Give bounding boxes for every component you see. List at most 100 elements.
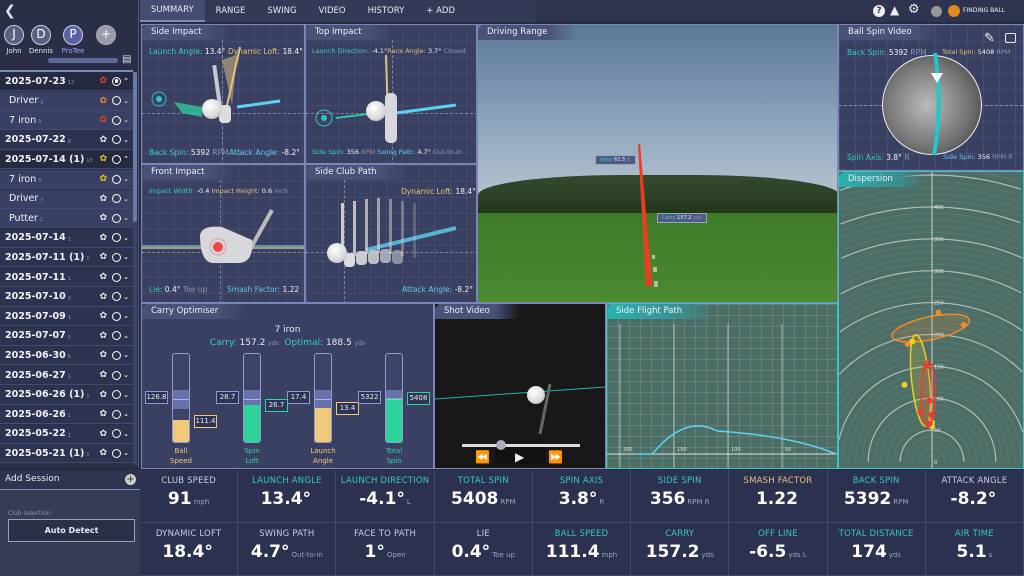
user-avatar-protee[interactable]: P	[63, 25, 83, 45]
select-radio[interactable]	[112, 350, 121, 360]
shot-point[interactable]	[909, 338, 916, 345]
session-date-item[interactable]: 2025-07-22 8 ✿ ⌄	[0, 130, 133, 150]
tab-swing[interactable]: SWING	[267, 6, 297, 16]
add-user-plus-icon[interactable]: +	[96, 25, 116, 45]
select-radio[interactable]	[112, 96, 121, 106]
session-date-item[interactable]: 2025-07-14 1 ✿ ⌄	[0, 228, 133, 248]
session-date-item[interactable]: 2025-06-26 (1) 1 ✿ ⌄	[0, 385, 133, 405]
select-radio[interactable]	[112, 194, 121, 204]
chevron-down-icon[interactable]: ⌄	[123, 429, 129, 438]
select-radio[interactable]	[112, 331, 121, 341]
session-date-item[interactable]: 2025-07-10 3 ✿ ⌄	[0, 287, 133, 307]
edit-pencil-icon[interactable]: ✎	[984, 31, 995, 46]
select-radio[interactable]	[112, 390, 121, 400]
chevron-down-icon[interactable]: ⌄	[123, 410, 129, 419]
tab-range[interactable]: RANGE	[215, 6, 246, 16]
select-radio[interactable]	[112, 76, 121, 86]
session-club-item[interactable]: 7 iron 9 ✿ ⌄	[0, 111, 133, 131]
session-club-item[interactable]: Driver 3 ✿ ⌄	[0, 91, 133, 111]
shot-video-panel: Shot Video ⏪ ▶ ⏩	[434, 303, 606, 469]
add-session-plus-icon[interactable]: +	[125, 474, 136, 485]
session-club-item[interactable]: 7 iron 5 ✿ ⌄	[0, 170, 133, 189]
shot-point[interactable]	[926, 397, 933, 404]
tab-summary[interactable]: SUMMARY	[140, 0, 205, 22]
shot-point[interactable]	[901, 381, 908, 388]
session-date-item[interactable]: 2025-07-23 12 ✿ ⌃	[0, 72, 133, 91]
chevron-down-icon[interactable]: ⌄	[123, 253, 129, 262]
select-radio[interactable]	[112, 409, 121, 419]
select-radio[interactable]	[112, 448, 121, 458]
session-club-item[interactable]: Driver 7 ✿ ⌄	[0, 189, 133, 209]
select-radio[interactable]	[112, 292, 121, 302]
shot-point[interactable]	[926, 420, 933, 427]
help-question-icon[interactable]: ?	[873, 5, 885, 17]
back-chevron-left-icon[interactable]: ❮	[4, 3, 16, 19]
video-scrubber-handle[interactable]	[495, 440, 506, 450]
fast-forward-icon[interactable]: ⏩	[548, 450, 563, 464]
session-date-item[interactable]: 2025-06-27 1 ✿ ⌄	[0, 366, 133, 385]
chevron-down-icon[interactable]: ⌄	[123, 116, 129, 125]
select-radio[interactable]	[112, 252, 121, 262]
chevron-down-icon[interactable]: ⌄	[123, 390, 129, 399]
select-radio[interactable]	[112, 115, 121, 125]
chevron-down-icon[interactable]: ⌄	[123, 331, 129, 340]
warning-icon[interactable]: ▲	[890, 3, 900, 17]
select-radio[interactable]	[112, 272, 121, 282]
session-date-item[interactable]: 2025-05-22 1 ✿ ⌄	[0, 424, 133, 444]
select-radio[interactable]	[112, 135, 121, 145]
chevron-down-icon[interactable]: ⌄	[123, 351, 129, 360]
user-scrollbar[interactable]	[48, 58, 118, 63]
chevron-up-icon[interactable]: ⌃	[123, 77, 129, 85]
chevron-down-icon[interactable]: ⌄	[123, 371, 129, 379]
session-date-item[interactable]: 2025-05-21 (1) 1 ✿ ⌄	[0, 444, 133, 464]
select-radio[interactable]	[112, 213, 121, 223]
tab-history[interactable]: HISTORY	[367, 6, 405, 16]
session-date-item[interactable]: 2025-06-30 6 ✿ ⌄	[0, 346, 133, 366]
session-list-scrollbar[interactable]	[133, 72, 137, 465]
chevron-up-icon[interactable]: ⌃	[123, 155, 129, 164]
club-selection-dropdown[interactable]: Auto Detect	[8, 519, 135, 542]
back-spin-label: Back Spin:	[847, 48, 887, 57]
chevron-down-icon[interactable]: ⌄	[123, 273, 129, 281]
shot-point[interactable]	[923, 362, 930, 369]
tab-add[interactable]: + ADD	[426, 6, 456, 16]
session-date-item[interactable]: 2025-07-07 5 ✿ ⌄	[0, 326, 133, 346]
select-radio[interactable]	[112, 233, 121, 243]
optimiser-bar-fill	[315, 407, 331, 442]
chevron-down-icon[interactable]: ⌄	[123, 214, 129, 223]
select-radio[interactable]	[112, 154, 121, 164]
select-radio[interactable]	[112, 429, 121, 439]
tab-video[interactable]: VIDEO	[318, 6, 346, 16]
session-date-item[interactable]: 2025-07-11 1 ✿ ⌄	[0, 268, 133, 287]
play-icon[interactable]: ▶	[515, 450, 525, 464]
chevron-down-icon[interactable]: ⌄	[123, 312, 129, 321]
chevron-down-icon[interactable]: ⌄	[123, 233, 129, 242]
chevron-down-icon[interactable]: ⌄	[123, 96, 129, 105]
user-avatar-dennis[interactable]: D	[31, 25, 51, 45]
chevron-down-icon[interactable]: ⌄	[123, 449, 129, 458]
chevron-down-icon[interactable]: ⌄	[123, 175, 129, 183]
settings-gear-icon[interactable]: ⚙	[908, 2, 920, 17]
session-date-item[interactable]: 2025-07-11 (1) 1 ✿ ⌄	[0, 248, 133, 268]
user-avatar-john[interactable]: J	[4, 25, 24, 45]
session-date-item[interactable]: 2025-07-14 (1) 13 ✿ ⌃	[0, 150, 133, 170]
select-radio[interactable]	[112, 370, 121, 380]
session-date-item[interactable]: 2025-06-26 1 ✿ ⌄	[0, 405, 133, 425]
select-radio[interactable]	[112, 311, 121, 321]
session-date-item[interactable]: 2025-07-09 1 ✿ ⌄	[0, 307, 133, 327]
shot-point[interactable]	[960, 321, 967, 328]
shot-point[interactable]	[935, 309, 942, 316]
session-club-item[interactable]: Putter 1 ✿ ⌄	[0, 209, 133, 229]
shot-point[interactable]	[904, 341, 911, 348]
video-scrubber[interactable]	[462, 444, 580, 447]
chevron-down-icon[interactable]: ⌄	[123, 194, 129, 203]
shot-point[interactable]	[929, 411, 935, 418]
dispersion-ellipse	[891, 313, 971, 343]
chevron-down-icon[interactable]: ⌄	[123, 135, 129, 144]
rewind-icon[interactable]: ⏪	[475, 450, 490, 464]
lock-icon[interactable]	[1005, 33, 1016, 43]
chevron-down-icon[interactable]: ⌄	[123, 292, 129, 301]
select-radio[interactable]	[112, 174, 121, 184]
archive-icon[interactable]: ▤	[122, 54, 132, 65]
shot-point[interactable]	[917, 409, 924, 416]
